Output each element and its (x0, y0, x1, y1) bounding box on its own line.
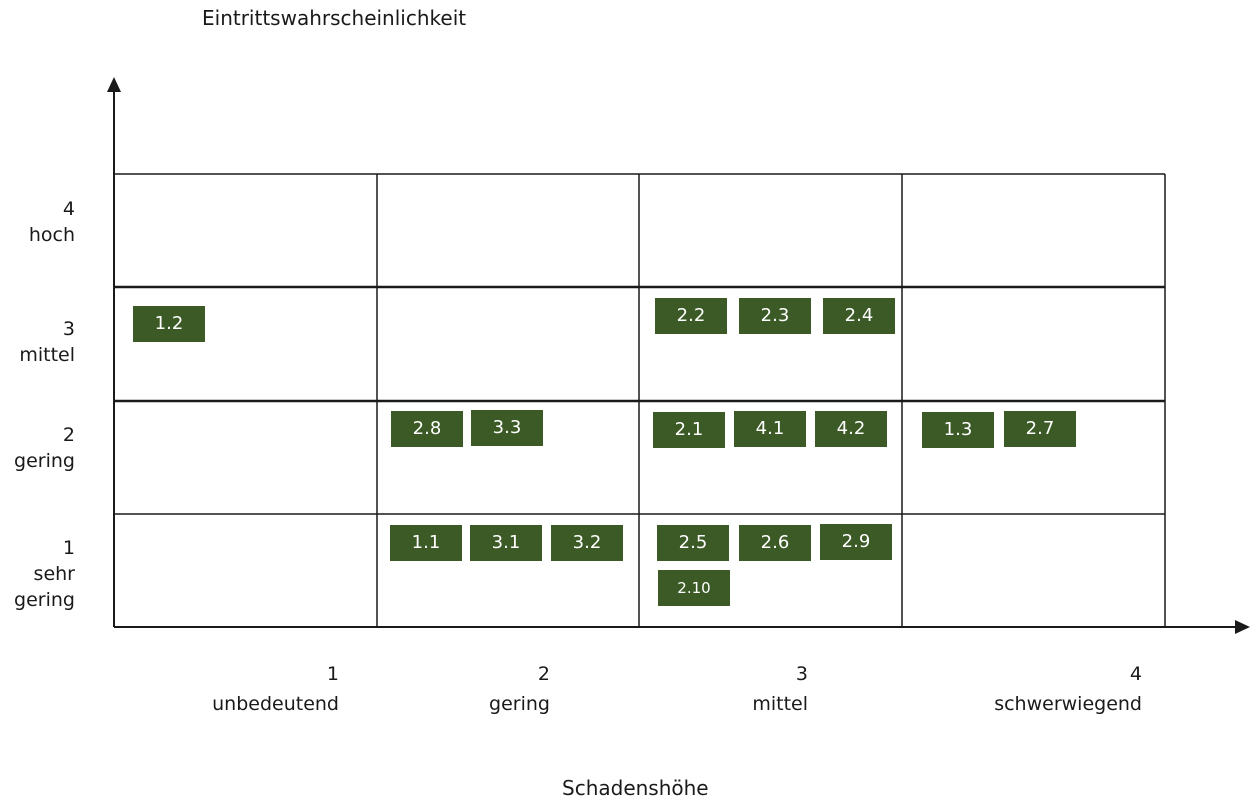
row-number-1: 1 (62, 537, 75, 559)
col-number-3: 3 (795, 663, 808, 685)
row-number-3: 3 (62, 318, 75, 340)
risk-tag-1-2: 1.2 (133, 306, 205, 342)
risk-tag-2-5: 2.5 (657, 525, 729, 561)
risk-tag-2-4: 2.4 (823, 298, 895, 334)
x-axis-title: Schadenshöhe (562, 776, 709, 800)
row-text-3: mittel (19, 344, 75, 366)
risk-tag-2-1: 2.1 (653, 412, 725, 448)
risk-tag-2-10: 2.10 (658, 570, 730, 606)
risk-tag-2-7: 2.7 (1004, 411, 1076, 447)
row-number-2: 2 (62, 424, 75, 446)
col-text-4: schwerwiegend (994, 693, 1142, 715)
col-text-2: gering (489, 693, 550, 715)
row-label-4: 4 hoch (29, 196, 75, 248)
row-label-2: 2 gering (14, 422, 75, 474)
col-number-4: 4 (1129, 663, 1142, 685)
col-text-3: mittel (752, 693, 808, 715)
risk-tag-4-1: 4.1 (734, 411, 806, 447)
col-number-2: 2 (537, 663, 550, 685)
risk-tag-3-3: 3.3 (471, 410, 543, 446)
col-label-4: 4 schwerwiegend (994, 659, 1142, 719)
risk-tag-1-1: 1.1 (390, 525, 462, 561)
risk-tag-2-3: 2.3 (739, 298, 811, 334)
col-number-1: 1 (326, 663, 339, 685)
col-text-1: unbedeutend (212, 693, 339, 715)
col-label-3: 3 mittel (752, 659, 808, 719)
row-text-1: sehr gering (14, 563, 75, 611)
y-axis-arrow (107, 77, 121, 92)
risk-tag-2-8: 2.8 (391, 411, 463, 447)
risk-tag-2-9: 2.9 (820, 524, 892, 560)
risk-tag-3-1: 3.1 (470, 525, 542, 561)
row-text-4: hoch (28, 224, 75, 246)
col-label-2: 2 gering (489, 659, 550, 719)
risk-tag-1-3: 1.3 (922, 412, 994, 448)
risk-tag-2-2: 2.2 (655, 298, 727, 334)
row-text-2: gering (14, 450, 75, 472)
y-axis-title: Eintrittswahrscheinlichkeit (202, 6, 467, 30)
risk-tag-4-2: 4.2 (815, 411, 887, 447)
x-axis-arrow (1235, 620, 1250, 634)
risk-tag-2-6: 2.6 (739, 525, 811, 561)
row-label-1: 1 sehr gering (0, 535, 75, 613)
row-number-4: 4 (62, 198, 75, 220)
risk-tag-3-2: 3.2 (551, 525, 623, 561)
row-label-3: 3 mittel (19, 316, 75, 368)
col-label-1: 1 unbedeutend (212, 659, 339, 719)
